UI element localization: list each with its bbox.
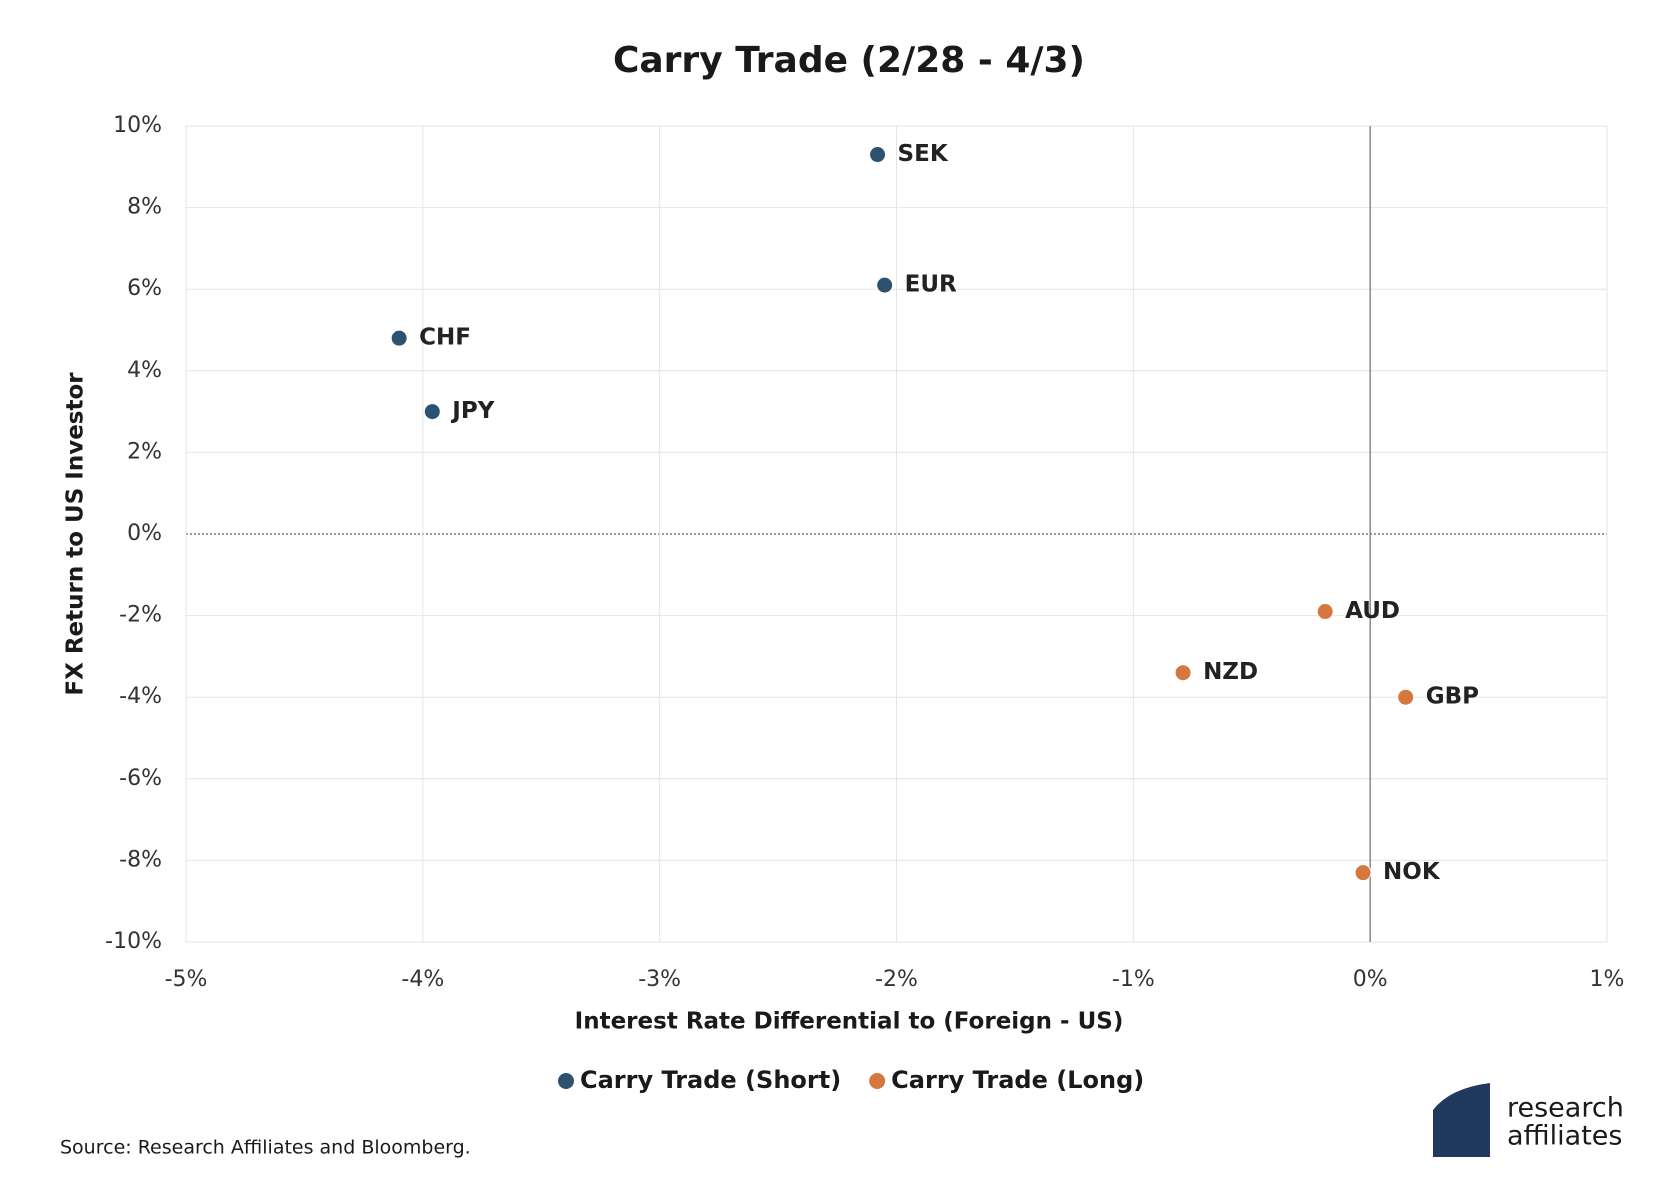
point-label: JPY xyxy=(450,398,494,424)
legend-marker xyxy=(869,1073,886,1089)
x-tick-label: 1% xyxy=(1590,967,1625,992)
point-label: GBP xyxy=(1426,684,1479,710)
y-tick-label: -8% xyxy=(119,847,162,872)
point xyxy=(1174,664,1192,682)
chart-title: Carry Trade (2/28 - 4/3) xyxy=(613,40,1085,81)
y-tick-label: -2% xyxy=(119,603,162,628)
y-tick-label: 8% xyxy=(127,195,162,220)
logo-mark xyxy=(1433,1083,1490,1157)
x-tick-label: -5% xyxy=(165,967,208,992)
point-label: NZD xyxy=(1203,659,1258,685)
x-axis-label: Interest Rate Differential to (Foreign -… xyxy=(575,1009,1124,1035)
point xyxy=(1354,864,1372,882)
point xyxy=(876,276,894,294)
logo-text: research xyxy=(1507,1093,1624,1124)
point xyxy=(423,403,441,421)
point-label: SEK xyxy=(898,141,949,167)
y-tick-label: -6% xyxy=(119,766,162,791)
point xyxy=(869,146,887,164)
y-tick-label: 0% xyxy=(127,521,162,546)
point xyxy=(390,329,408,347)
logo: research affiliates xyxy=(1433,1083,1624,1157)
point-label: EUR xyxy=(905,272,957,298)
point xyxy=(1316,603,1334,621)
y-tick-label: -10% xyxy=(105,929,162,954)
point-label: CHF xyxy=(419,325,471,351)
x-tick-label: -3% xyxy=(638,967,681,992)
legend: Carry Trade (Short) Carry Trade (Long) xyxy=(558,1066,1144,1094)
logo-text: affiliates xyxy=(1507,1121,1622,1152)
y-tick-label: 6% xyxy=(127,276,162,301)
x-tick-label: 0% xyxy=(1353,967,1388,992)
y-axis-label: FX Return to US Investor xyxy=(63,372,89,696)
legend-label: Carry Trade (Short) xyxy=(580,1066,841,1094)
point-label: AUD xyxy=(1345,598,1400,624)
y-tick-label: 2% xyxy=(127,439,162,464)
legend-label: Carry Trade (Long) xyxy=(891,1066,1144,1094)
point xyxy=(1397,688,1415,706)
y-tick-label: -4% xyxy=(119,684,162,709)
legend-marker xyxy=(558,1073,574,1089)
x-tick-label: -1% xyxy=(1112,967,1155,992)
y-tick-label: 4% xyxy=(127,358,162,383)
point-label: NOK xyxy=(1383,859,1441,885)
x-tick-label: -2% xyxy=(875,967,918,992)
x-tick-label: -4% xyxy=(401,967,444,992)
y-tick-label: 10% xyxy=(113,113,162,138)
source: Source: Research Affiliates and Bloomber… xyxy=(60,1137,471,1159)
